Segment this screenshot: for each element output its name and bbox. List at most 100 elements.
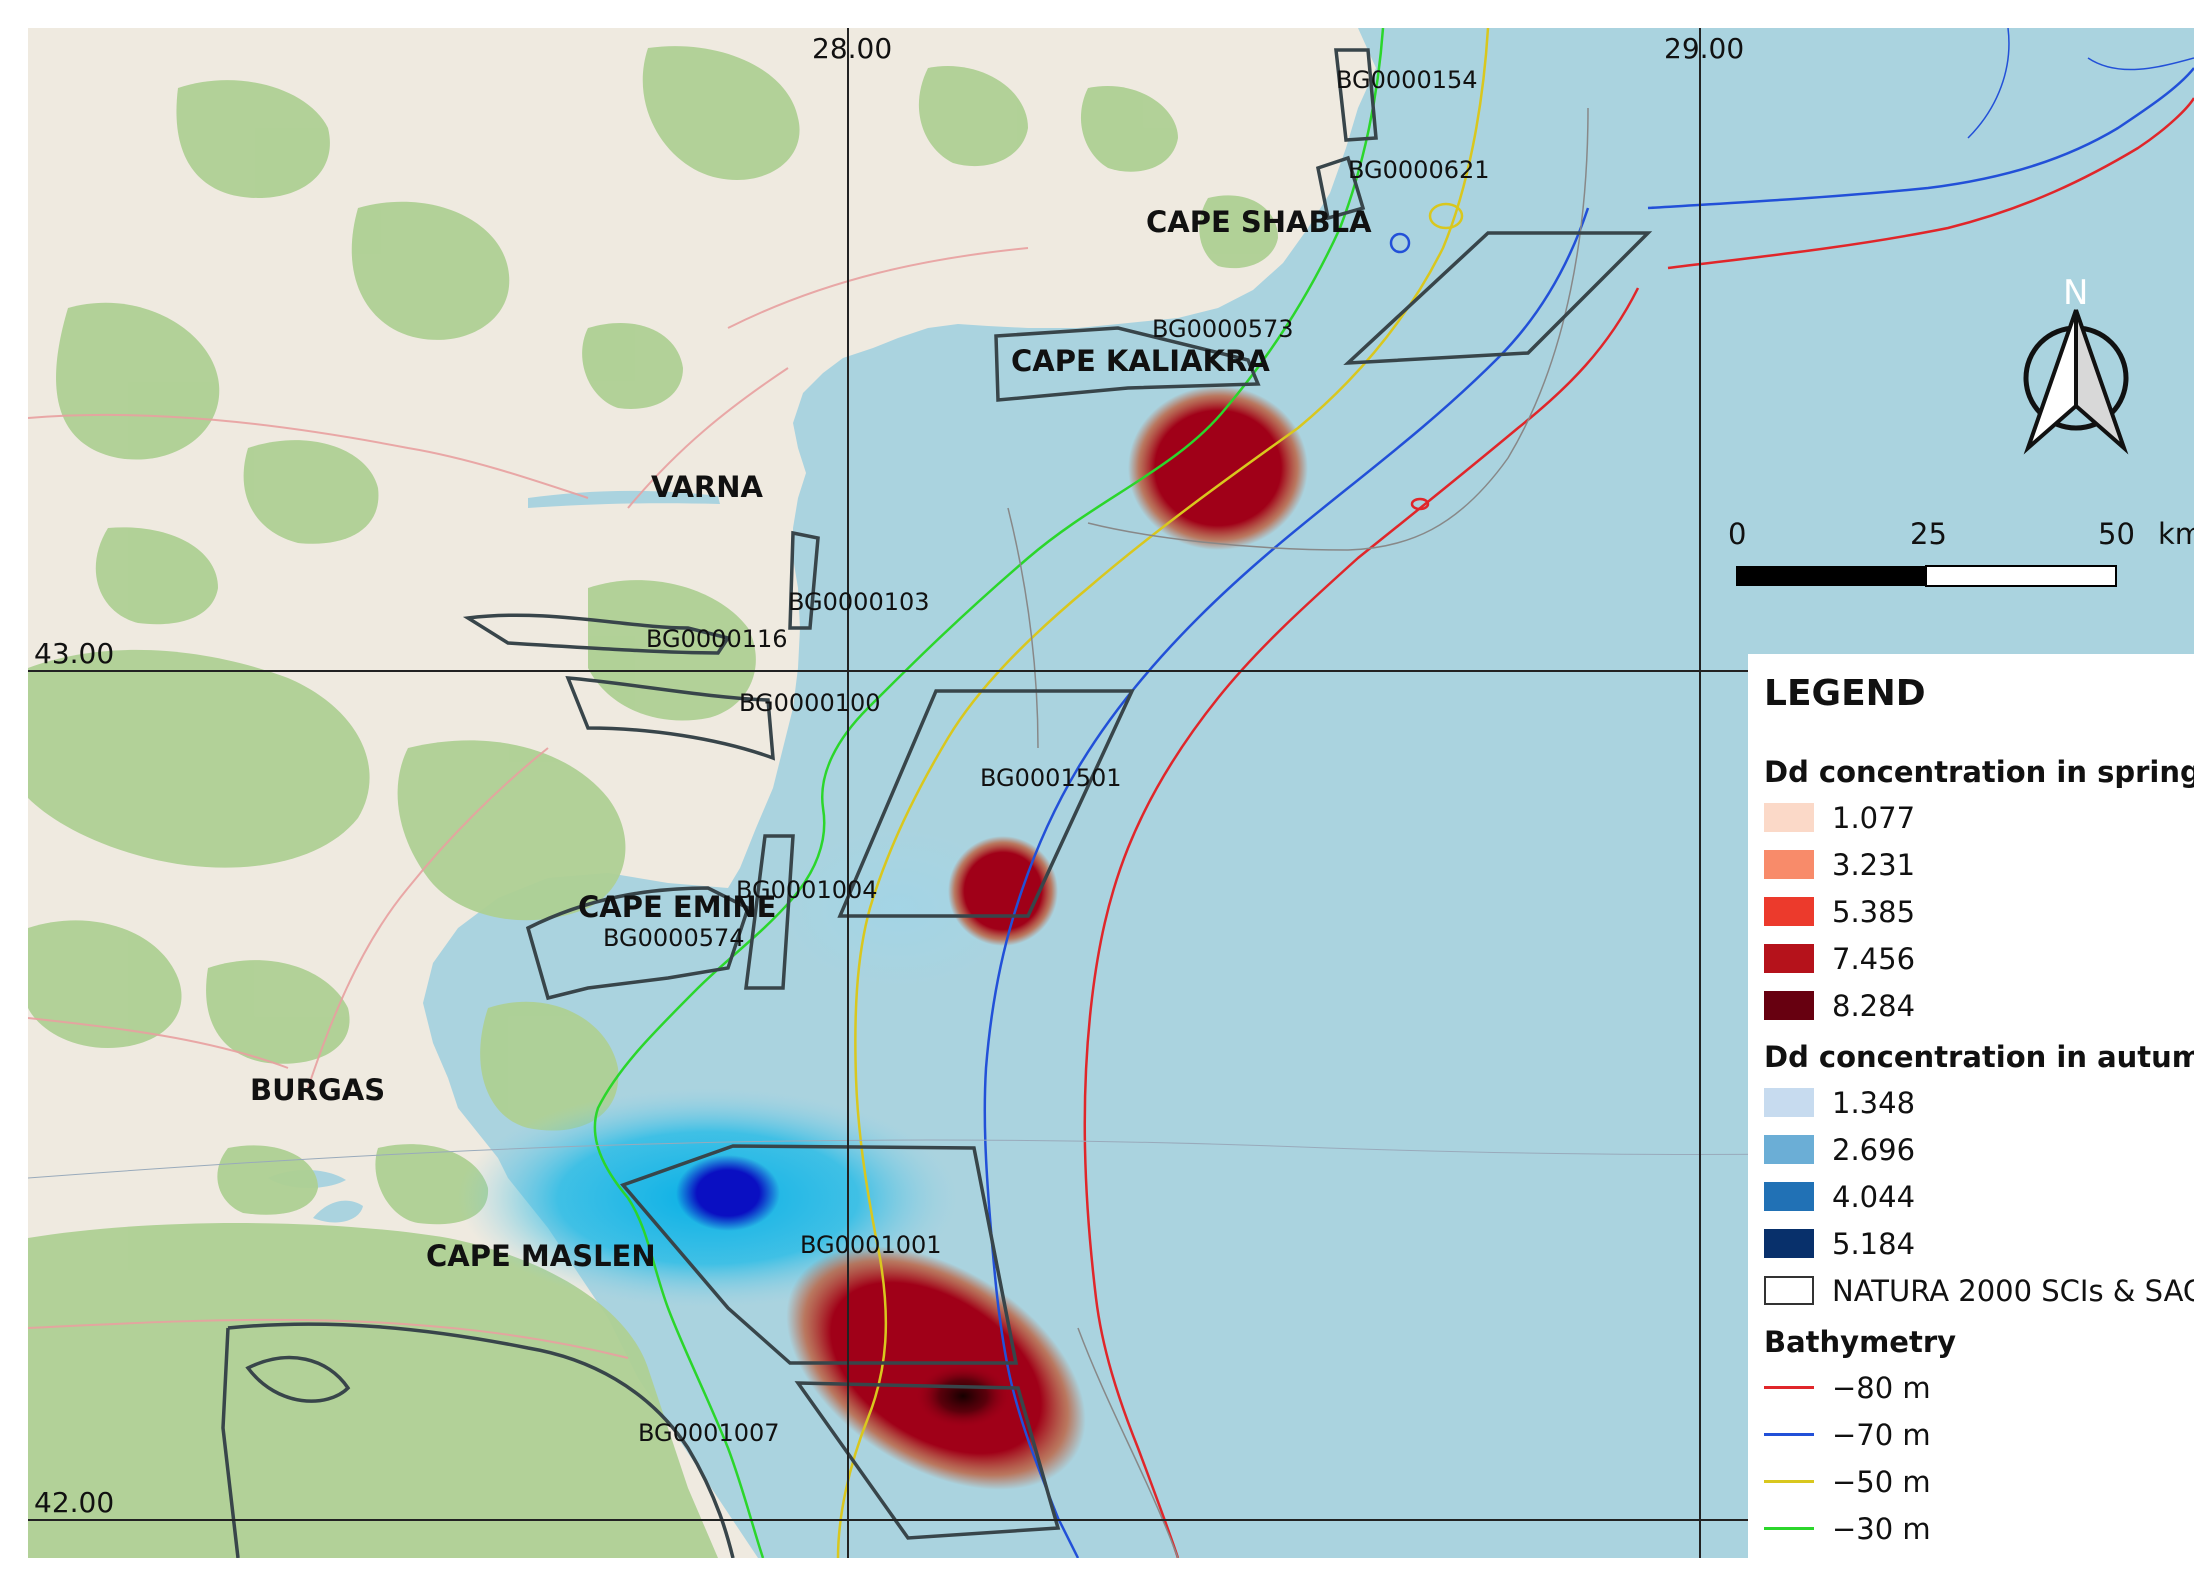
scale-tick-50: 50 (2098, 517, 2135, 551)
natura-site-bg0000116 (462, 613, 731, 655)
natura-site-bg0000574 (525, 886, 751, 1001)
bathymetry-layer (593, 28, 2194, 1558)
map-frame: 28.00 29.00 43.00 42.00 CAPE SHABLA CAPE… (28, 28, 2194, 1558)
label-site-bg0000103: BG0000103 (788, 588, 930, 616)
legend-item: 1.077 (1764, 794, 2194, 841)
map-canvas[interactable]: 28.00 29.00 43.00 42.00 CAPE SHABLA CAPE… (28, 28, 2194, 1558)
legend-label: 1.077 (1832, 800, 1916, 835)
legend-item: 7.456 (1764, 935, 2194, 982)
legend-label: −50 m (1832, 1464, 1931, 1499)
legend-label: −30 m (1832, 1511, 1931, 1546)
natura-site-bg0000154 (1334, 48, 1378, 142)
legend-swatch (1764, 803, 1814, 832)
legend-swatch (1764, 1182, 1814, 1211)
label-site-bg0001007: BG0001007 (638, 1419, 780, 1447)
land-polygon (28, 28, 1376, 1558)
legend-label: −80 m (1832, 1370, 1931, 1405)
label-cape-shabla: CAPE SHABLA (1146, 205, 1372, 239)
natura-site-burgas-wetland (245, 1355, 351, 1403)
spring-hotspot-kaliakra (1128, 386, 1308, 550)
legend-swatch (1764, 1088, 1814, 1117)
legend-swatch (1764, 897, 1814, 926)
spring-hotspot-maslen-core (915, 1364, 1011, 1428)
natura-site-bg0001501 (837, 689, 1135, 918)
legend-swatch (1764, 944, 1814, 973)
coord-lon-28: 28.00 (812, 32, 892, 65)
legend-item: 3.231 (1764, 841, 2194, 888)
natura-site-bg0000573 (994, 326, 1261, 402)
forest-layer (28, 46, 1278, 1558)
legend-label: 1.348 (1832, 1085, 1916, 1120)
legend-swatch (1764, 1229, 1814, 1258)
legend-item: 4.044 (1764, 1173, 2194, 1220)
legend-item: 5.184 (1764, 1220, 2194, 1267)
legend-item: 8.284 (1764, 982, 2194, 1029)
label-varna: VARNA (651, 470, 764, 504)
label-burgas: BURGAS (250, 1073, 385, 1107)
label-cape-maslen: CAPE MASLEN (426, 1239, 656, 1273)
legend-title: LEGEND (1764, 673, 1926, 714)
legend-label: 8.284 (1832, 988, 1916, 1023)
legend-label: 2.696 (1832, 1132, 1916, 1167)
legend-heading-bathymetry: Bathymetry (1764, 1325, 1957, 1359)
legend-label: NATURA 2000 SCIs & SACs (1832, 1273, 2194, 1308)
spring-hotspot-emine (948, 836, 1058, 946)
isobath-50 (836, 28, 1490, 1558)
legend-label: 7.456 (1832, 941, 1916, 976)
label-site-bg0000573: BG0000573 (1152, 315, 1294, 343)
coord-lat-43: 43.00 (34, 637, 114, 670)
coord-lat-42: 42.00 (34, 1486, 114, 1519)
graticule (28, 28, 2194, 1558)
legend-line (1764, 1527, 1814, 1530)
legend-item: −70 m (1764, 1411, 2194, 1458)
legend-item-natura: NATURA 2000 SCIs & SACs (1764, 1267, 2194, 1314)
natura-site-bg0001004 (744, 834, 795, 990)
legend-line (1764, 1386, 1814, 1389)
label-cape-emine: CAPE EMINE (578, 890, 776, 924)
label-site-bg0000621: BG0000621 (1348, 156, 1490, 184)
label-site-bg0001001: BG0001001 (800, 1231, 942, 1259)
roads-layer (28, 247, 1029, 1359)
scale-tick-0: 0 (1728, 517, 1746, 551)
legend-heading-spring: Dd concentration in spring (1764, 755, 2194, 789)
natura-site-bg0000100 (565, 676, 775, 761)
natura-site-bg0001001-south (794, 1381, 1061, 1540)
legend-item: −50 m (1764, 1458, 2194, 1505)
spring-hotspot-maslen (786, 1246, 1086, 1490)
legend-line (1764, 1433, 1814, 1436)
legend-item: 1.348 (1764, 1079, 2194, 1126)
legend-label: 5.184 (1832, 1226, 1916, 1261)
north-label: N (2063, 273, 2088, 313)
legend-label: −70 m (1832, 1417, 1931, 1452)
lake-burgas-1 (313, 1200, 363, 1223)
natura-site-bg0000621 (1315, 155, 1366, 221)
label-site-bg0000100: BG0000100 (739, 689, 881, 717)
natura-site-bg0000103 (788, 530, 820, 630)
isobath-70-east (1647, 67, 2194, 210)
legend-swatch (1764, 991, 1814, 1020)
label-site-bg0001501: BG0001501 (980, 764, 1122, 792)
label-site-bg0000574: BG0000574 (603, 924, 745, 952)
legend-label: 4.044 (1832, 1179, 1916, 1214)
autumn-core-hotspot (676, 1155, 780, 1231)
scale-bar: 0 25 50 km (1728, 517, 2194, 587)
natura-site-bg0001007 (221, 1322, 735, 1558)
isobath-70 (983, 207, 1590, 1558)
isobath-80-east (1667, 97, 2194, 270)
legend-swatch-outline (1764, 1276, 1814, 1305)
legend-item: 5.385 (1764, 888, 2194, 935)
label-cape-kaliakra: CAPE KALIAKRA (1011, 344, 1270, 378)
north-arrow-icon: N (2023, 273, 2129, 455)
scale-unit: km (2158, 517, 2194, 551)
legend-label: 3.231 (1832, 847, 1916, 882)
legend-heading-autumn: Dd concentration in autumn (1764, 1040, 2194, 1074)
coord-lon-29: 29.00 (1664, 32, 1744, 65)
natura-2000-outlines (221, 48, 1653, 1558)
legend-line (1764, 1480, 1814, 1483)
isobath-80 (1083, 287, 1640, 1558)
legend-label: 5.385 (1832, 894, 1916, 929)
legend-item: −30 m (1764, 1505, 2194, 1552)
map-legend: LEGEND Dd concentration in spring 1.077 … (1748, 654, 2194, 1558)
label-site-bg0000154: BG0000154 (1336, 66, 1478, 94)
legend-swatch (1764, 850, 1814, 879)
